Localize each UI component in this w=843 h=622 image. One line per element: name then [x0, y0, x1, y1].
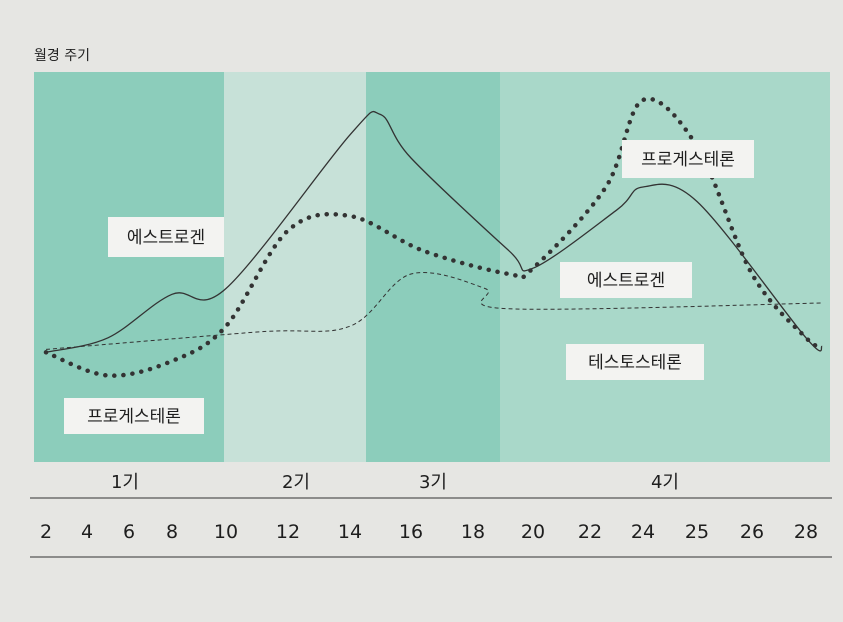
progesterone-label-2: 프로게스테론: [622, 140, 754, 178]
estrogen-label-2: 에스트로겐: [560, 262, 692, 298]
testosterone-label: 테스토스테론: [566, 344, 704, 380]
phase-label-4: 4기: [651, 472, 679, 493]
x-tick-label: 26: [740, 521, 764, 543]
x-tick-label: 2: [40, 521, 52, 543]
phase-label-3: 3기: [419, 472, 447, 493]
chart-title: 월경 주기: [34, 48, 90, 64]
svg-text:에스트로겐: 에스트로겐: [587, 271, 665, 291]
svg-text:프로게스테론: 프로게스테론: [641, 150, 735, 170]
x-tick-label: 16: [399, 521, 423, 543]
x-tick-label: 10: [214, 521, 238, 543]
phase-band-2: [224, 72, 366, 462]
x-tick-label: 12: [276, 521, 300, 543]
x-tick-label: 20: [521, 521, 545, 543]
progesterone-label-1: 프로게스테론: [64, 398, 204, 434]
svg-text:프로게스테론: 프로게스테론: [87, 407, 181, 427]
estrogen-label-1: 에스트로겐: [108, 217, 224, 257]
x-tick-label: 18: [461, 521, 485, 543]
phase-label-2: 2기: [282, 472, 310, 493]
x-tick-label: 4: [81, 521, 93, 543]
testosterone-line: [45, 272, 823, 350]
x-tick-label: 6: [123, 521, 135, 543]
progesterone-line: [43, 96, 825, 378]
x-tick-label: 8: [166, 521, 178, 543]
svg-text:테스토스테론: 테스토스테론: [588, 353, 682, 373]
x-tick-label: 25: [685, 521, 709, 543]
x-axis-ticks: 2 4 6 8 10 12 14 16 18 20 22 24 25 26 28: [40, 521, 818, 543]
x-tick-label: 22: [578, 521, 602, 543]
x-tick-label: 28: [794, 521, 818, 543]
phase-label-1: 1기: [111, 472, 139, 493]
estrogen-line: [45, 110, 823, 353]
x-tick-label: 14: [338, 521, 362, 543]
svg-text:에스트로겐: 에스트로겐: [127, 228, 205, 248]
phase-band-1: [34, 72, 224, 462]
x-tick-label: 24: [631, 521, 655, 543]
